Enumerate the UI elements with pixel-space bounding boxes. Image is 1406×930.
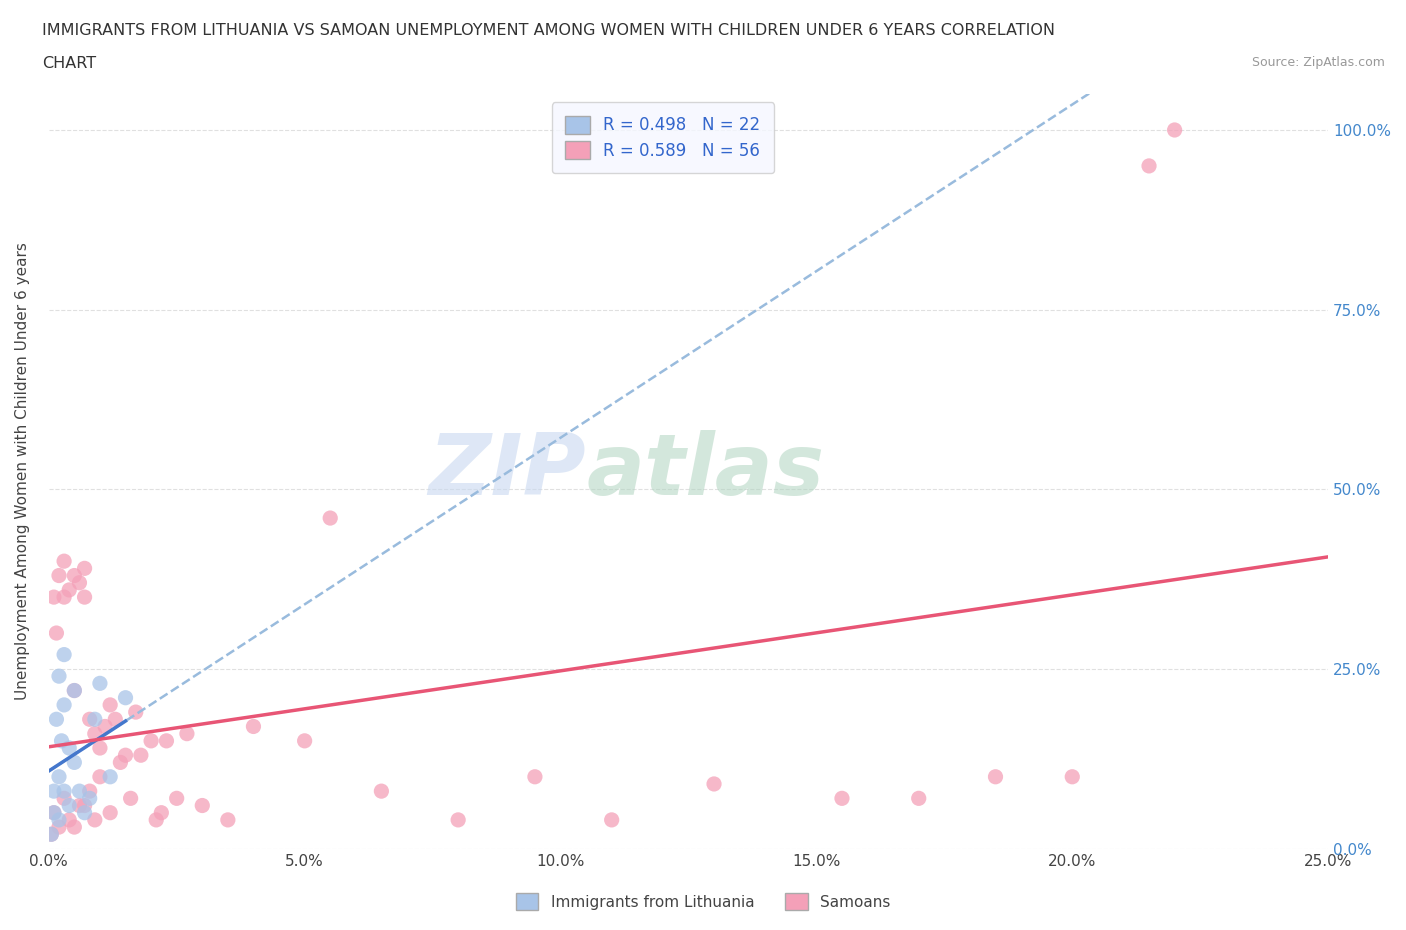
Point — [48, 769, 70, 784]
Point — [53, 784, 76, 799]
Point — [1062, 769, 1084, 784]
Point — [89, 769, 111, 784]
Point — [98, 805, 121, 820]
Point — [217, 813, 239, 828]
Point — [53, 553, 76, 568]
Point — [166, 790, 188, 805]
Point — [1137, 158, 1160, 173]
Point — [600, 813, 623, 828]
Point — [83, 711, 105, 726]
Point — [83, 726, 105, 741]
Point — [58, 582, 80, 597]
Point — [242, 719, 264, 734]
Point — [907, 790, 929, 805]
Text: ZIP: ZIP — [429, 430, 586, 512]
Point — [79, 784, 101, 799]
Point — [125, 705, 148, 720]
Point — [294, 734, 316, 749]
Point — [155, 734, 177, 749]
Point — [129, 748, 152, 763]
Point — [145, 813, 167, 828]
Point — [110, 755, 132, 770]
Point — [48, 669, 70, 684]
Text: CHART: CHART — [42, 56, 96, 71]
Point — [89, 676, 111, 691]
Point — [63, 755, 86, 770]
Point — [58, 813, 80, 828]
Point — [1163, 123, 1185, 138]
Point — [48, 819, 70, 834]
Point — [94, 719, 117, 734]
Legend: Immigrants from Lithuania, Samoans: Immigrants from Lithuania, Samoans — [508, 885, 898, 918]
Point — [319, 511, 342, 525]
Point — [176, 726, 198, 741]
Point — [58, 740, 80, 755]
Point — [69, 784, 91, 799]
Point — [63, 684, 86, 698]
Point — [69, 798, 91, 813]
Text: atlas: atlas — [586, 430, 824, 512]
Point — [63, 684, 86, 698]
Point — [73, 561, 96, 576]
Point — [63, 819, 86, 834]
Point — [48, 568, 70, 583]
Point — [89, 740, 111, 755]
Point — [42, 784, 65, 799]
Y-axis label: Unemployment Among Women with Children Under 6 years: Unemployment Among Women with Children U… — [15, 243, 30, 700]
Point — [703, 777, 725, 791]
Point — [69, 576, 91, 591]
Point — [104, 711, 127, 726]
Point — [63, 568, 86, 583]
Point — [53, 590, 76, 604]
Point — [114, 748, 136, 763]
Point — [79, 711, 101, 726]
Point — [73, 798, 96, 813]
Point — [53, 647, 76, 662]
Point — [73, 590, 96, 604]
Legend: R = 0.498   N = 22, R = 0.589   N = 56: R = 0.498 N = 22, R = 0.589 N = 56 — [551, 102, 773, 173]
Point — [98, 698, 121, 712]
Point — [98, 769, 121, 784]
Point — [831, 790, 853, 805]
Point — [45, 626, 67, 641]
Point — [191, 798, 214, 813]
Point — [42, 805, 65, 820]
Point — [53, 790, 76, 805]
Point — [42, 590, 65, 604]
Point — [79, 790, 101, 805]
Point — [83, 813, 105, 828]
Point — [73, 805, 96, 820]
Point — [150, 805, 173, 820]
Point — [370, 784, 392, 799]
Text: IMMIGRANTS FROM LITHUANIA VS SAMOAN UNEMPLOYMENT AMONG WOMEN WITH CHILDREN UNDER: IMMIGRANTS FROM LITHUANIA VS SAMOAN UNEM… — [42, 23, 1054, 38]
Point — [53, 698, 76, 712]
Point — [58, 798, 80, 813]
Point — [39, 827, 62, 842]
Point — [523, 769, 546, 784]
Point — [48, 813, 70, 828]
Point — [39, 827, 62, 842]
Point — [114, 690, 136, 705]
Point — [139, 734, 162, 749]
Point — [51, 734, 73, 749]
Point — [45, 711, 67, 726]
Text: Source: ZipAtlas.com: Source: ZipAtlas.com — [1251, 56, 1385, 69]
Point — [42, 805, 65, 820]
Point — [120, 790, 142, 805]
Point — [447, 813, 470, 828]
Point — [984, 769, 1007, 784]
